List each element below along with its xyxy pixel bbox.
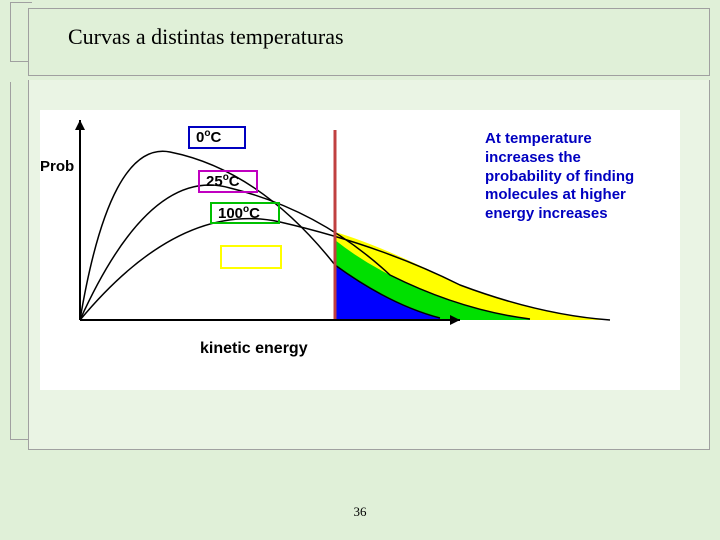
label-box-100c <box>210 202 280 224</box>
annotation-text: At temperature increases the probability… <box>485 130 660 224</box>
page-number: 36 <box>0 504 720 520</box>
label-box-empty <box>220 245 282 269</box>
x-axis-label: kinetic energy <box>200 340 308 358</box>
page-title: Curvas a distintas temperaturas <box>68 24 344 50</box>
label-box-0c <box>188 126 246 149</box>
chart-area: Prob 0oC 25oC 100oC At temperature incre… <box>40 110 680 390</box>
y-axis-arrow <box>75 120 85 130</box>
label-box-25c <box>198 170 258 193</box>
y-axis-label: Prob <box>40 158 74 175</box>
